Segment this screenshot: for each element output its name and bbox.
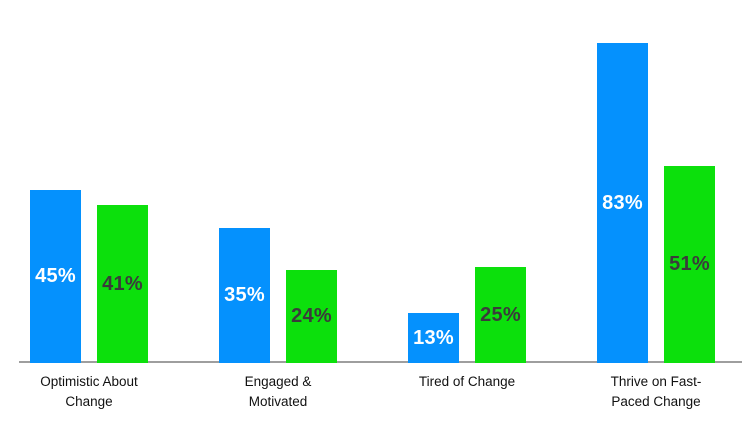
bar-value-label: 13%: [413, 326, 454, 349]
bar-value-label: 45%: [35, 265, 76, 287]
bar-value-label: 41%: [102, 272, 143, 295]
bar-blue[interactable]: 83%: [597, 43, 648, 363]
bar-blue[interactable]: 35%: [219, 228, 270, 363]
bar-value-label: 35%: [224, 284, 265, 306]
category-label: Thrive on Fast- Paced Change: [610, 374, 702, 409]
category-label: Tired of Change: [418, 374, 516, 389]
bar-green[interactable]: 41%: [97, 205, 148, 363]
bar-value-label: 83%: [602, 191, 643, 214]
bar-group: 13% 25% Tired of Change: [408, 0, 526, 389]
bar-green[interactable]: 51%: [664, 166, 715, 363]
category-label: Optimistic About Change: [40, 374, 138, 409]
x-axis-line: [19, 361, 742, 363]
bar-value-label: 24%: [291, 305, 332, 327]
bar-group: 35% 24% Engaged & Motivated: [219, 0, 337, 409]
category-label: Engaged & Motivated: [244, 374, 312, 409]
bar-value-label: 51%: [669, 253, 710, 275]
bar-group: 83% 51% Thrive on Fast- Paced Change: [597, 0, 715, 409]
bar-value-label: 25%: [480, 303, 521, 326]
bar-green[interactable]: 25%: [475, 267, 526, 363]
bar-green[interactable]: 24%: [286, 270, 337, 363]
bar-blue[interactable]: 45%: [30, 190, 81, 363]
bar-group: 45% 41% Optimistic About Change: [30, 0, 148, 409]
bar-blue[interactable]: 13%: [408, 313, 459, 363]
